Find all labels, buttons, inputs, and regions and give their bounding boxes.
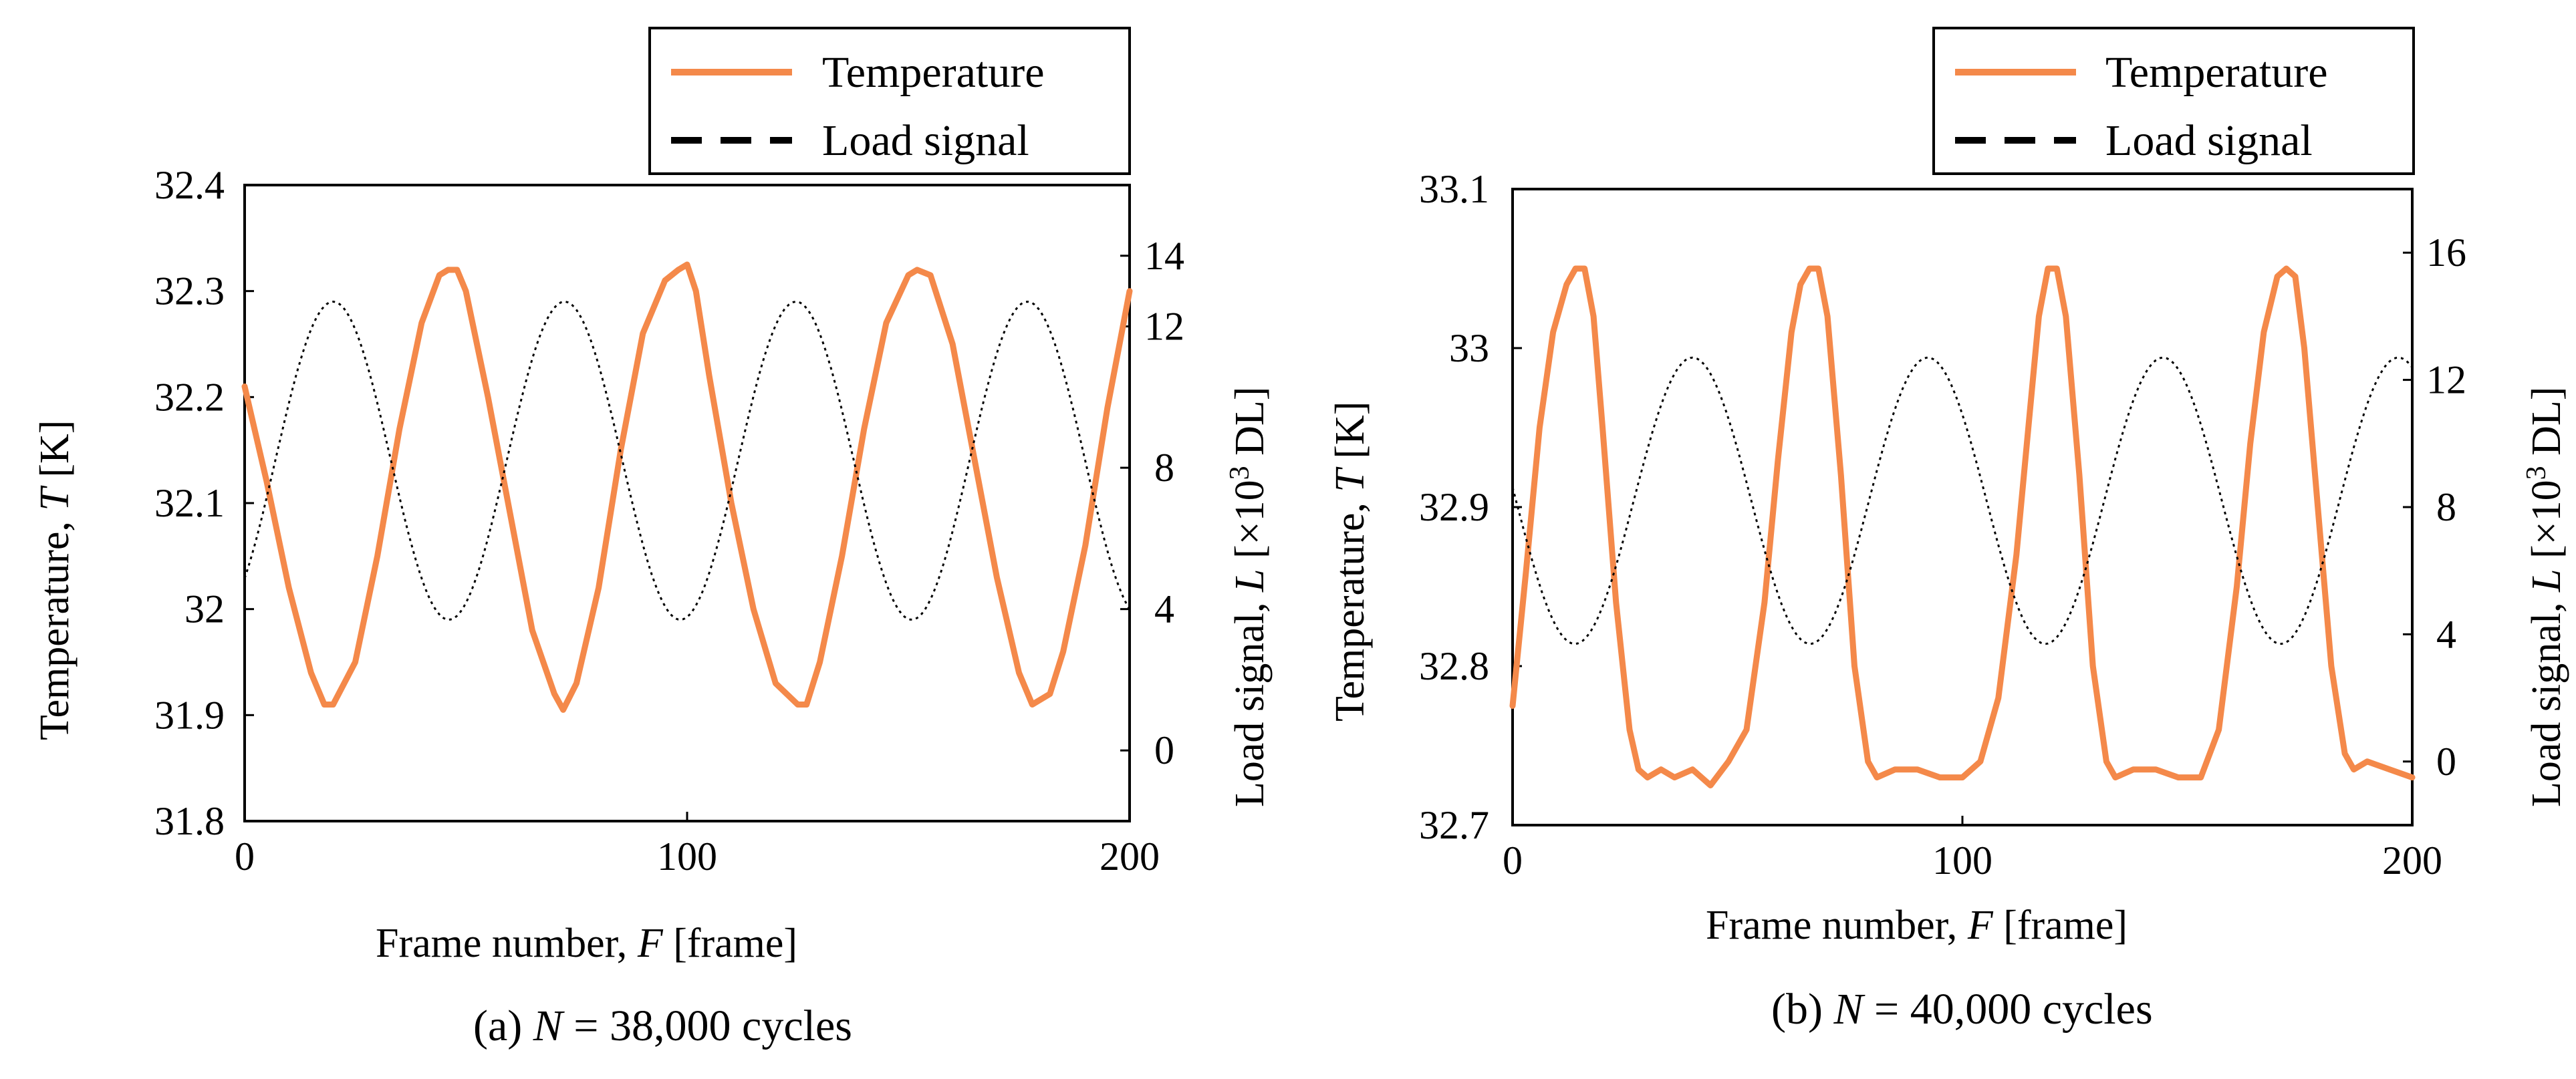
legend-load-signal-label: Load signal bbox=[2105, 116, 2313, 165]
y2-tick-label: 12 bbox=[1144, 305, 1184, 349]
panel-caption: (a) N = 38,000 cycles bbox=[473, 1001, 852, 1050]
y2-tick-label: 8 bbox=[1154, 446, 1174, 490]
temperature-series-line bbox=[241, 261, 1133, 713]
y-tick-label: 32.7 bbox=[1419, 803, 1489, 847]
y-tick-label: 32.8 bbox=[1419, 644, 1489, 688]
y-tick-label: 32.2 bbox=[154, 375, 225, 419]
y-tick-label: 31.8 bbox=[154, 799, 225, 843]
legend-load-signal-label: Load signal bbox=[822, 116, 1029, 165]
y-axis-ticks: 32.7 32.8 32.9 33 33.1 bbox=[1419, 167, 1522, 847]
legend: Temperature Load signal bbox=[1932, 27, 2415, 175]
x-axis-ticks: 0 100 200 bbox=[235, 812, 1160, 879]
y2-tick-label: 14 bbox=[1144, 234, 1184, 278]
x-axis-ticks: 0 100 200 bbox=[1503, 816, 2442, 883]
y2-tick-label: 4 bbox=[1154, 587, 1174, 631]
x-tick-label: 200 bbox=[2382, 838, 2442, 883]
y-tick-label: 32.4 bbox=[154, 163, 225, 207]
y-tick-label: 33.1 bbox=[1419, 167, 1489, 211]
y-axis-label: Temperature, T [K] bbox=[1327, 402, 1373, 722]
y2-tick-label: 4 bbox=[2436, 612, 2456, 656]
legend-temperature-label: Temperature bbox=[2105, 48, 2328, 97]
legend: Temperature Load signal bbox=[648, 27, 1131, 175]
y2-axis-ticks: 0 4 8 12 14 bbox=[1120, 234, 1184, 772]
series-layer bbox=[1509, 265, 2416, 788]
series-layer bbox=[241, 261, 1133, 713]
y-tick-label: 33 bbox=[1449, 326, 1489, 370]
x-tick-label: 100 bbox=[657, 834, 717, 879]
y-tick-label: 32.1 bbox=[154, 481, 225, 525]
legend-box bbox=[648, 27, 1131, 175]
panel-a: Temperature Load signal 0 100 200 31.8 31.9… bbox=[32, 27, 1273, 1050]
x-tick-label: 0 bbox=[1503, 838, 1523, 883]
x-tick-label: 200 bbox=[1100, 834, 1160, 879]
y2-tick-label: 12 bbox=[2426, 358, 2466, 402]
y2-axis-ticks: 0 4 8 12 16 bbox=[2403, 230, 2466, 784]
load-signal-series-line bbox=[1511, 356, 2414, 645]
temperature-series-line bbox=[1509, 265, 2416, 788]
panel-caption: (b) N = 40,000 cycles bbox=[1771, 985, 2153, 1034]
x-tick-label: 0 bbox=[235, 834, 255, 879]
x-axis-label: Frame number, F [frame] bbox=[376, 921, 797, 966]
y2-tick-label: 16 bbox=[2426, 230, 2466, 275]
x-tick-label: 100 bbox=[1932, 838, 1992, 883]
y-tick-label: 32.3 bbox=[154, 269, 225, 313]
y-tick-label: 32 bbox=[184, 587, 225, 631]
plot-frame bbox=[243, 184, 1131, 822]
y2-tick-label: 8 bbox=[2436, 485, 2456, 529]
y-axis-label: Temperature, T [K] bbox=[32, 420, 78, 740]
y2-axis-label: Load signal, L [×103 DL] bbox=[1225, 387, 1273, 807]
y-tick-label: 31.9 bbox=[154, 693, 225, 737]
panel-b: Temperature Load signal 0 100 200 32.7 32.8… bbox=[1327, 27, 2569, 1034]
legend-box bbox=[1932, 27, 2415, 175]
x-axis-label: Frame number, F [frame] bbox=[1706, 903, 2128, 948]
y2-axis-label: Load signal, L [×103 DL] bbox=[2521, 387, 2569, 807]
y-axis-ticks: 31.8 31.9 32 32.1 32.2 32.3 32.4 bbox=[154, 163, 254, 843]
y-tick-label: 32.9 bbox=[1419, 485, 1489, 529]
y2-tick-label: 0 bbox=[1154, 728, 1174, 772]
legend-temperature-label: Temperature bbox=[822, 48, 1045, 97]
y2-tick-label: 0 bbox=[2436, 740, 2456, 784]
